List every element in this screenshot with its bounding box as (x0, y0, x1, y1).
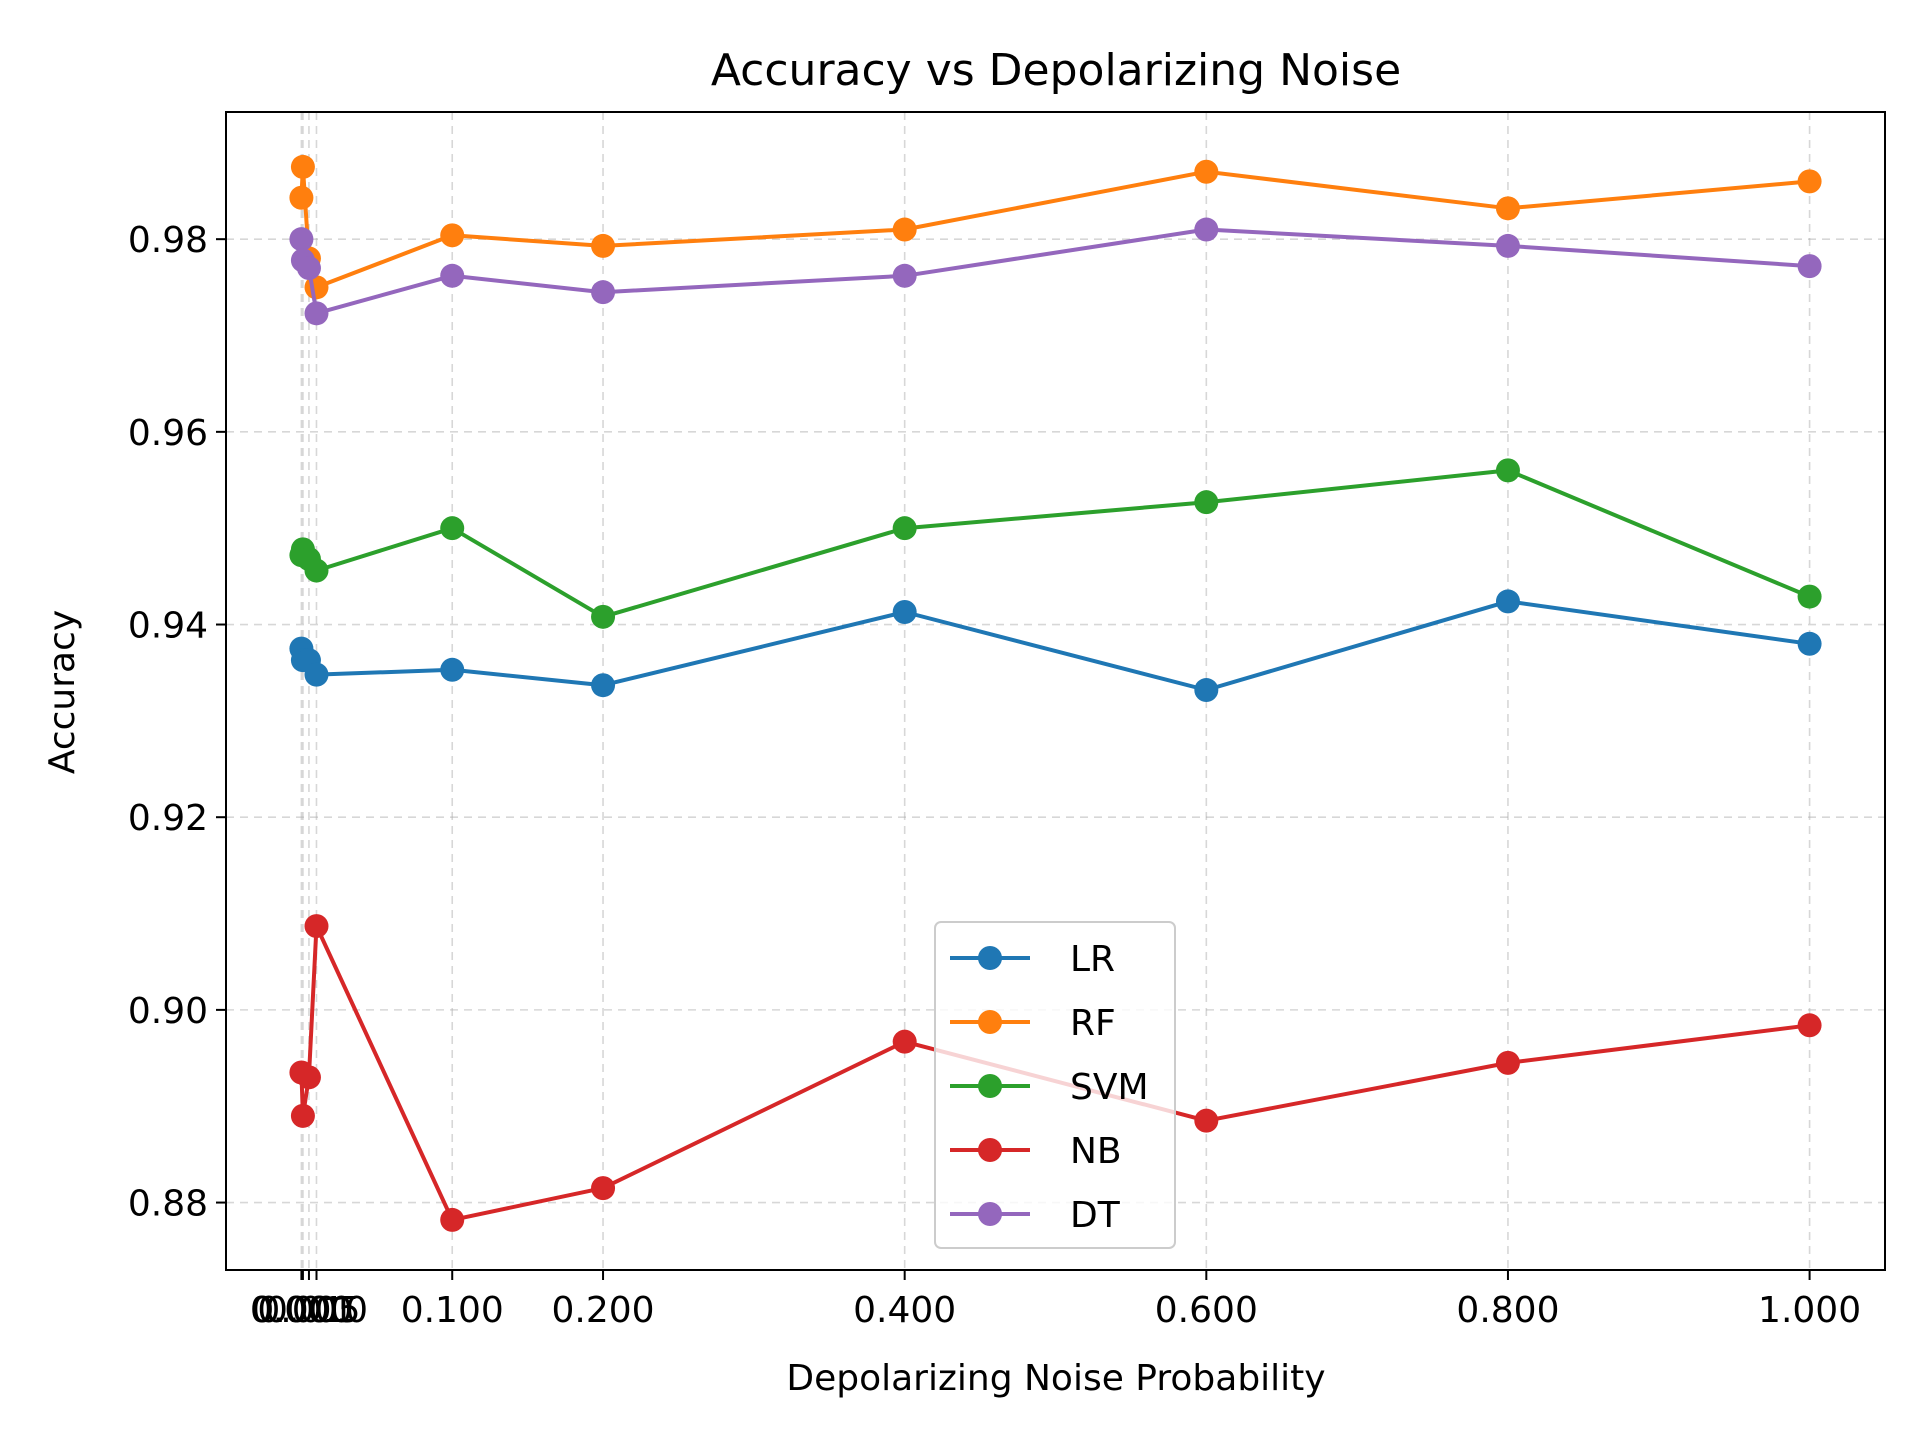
chart-title: Accuracy vs Depolarizing Noise (711, 45, 1401, 96)
series-nb (289, 914, 1822, 1232)
x-axis-label: Depolarizing Noise Probability (786, 1358, 1325, 1399)
data-point-svm (591, 604, 616, 629)
data-point-dt (1495, 233, 1520, 258)
data-point-nb (440, 1207, 465, 1232)
series-line-rf (299, 164, 1810, 290)
data-point-lr (892, 600, 917, 625)
x-tick-label: 1.000 (1758, 1290, 1861, 1331)
legend-marker-lr (978, 946, 1002, 970)
y-tick-label: 0.98 (128, 220, 208, 261)
legend-item-lr: LR (950, 939, 1115, 980)
x-tick-label: 0.600 (1155, 1290, 1258, 1331)
legend-marker-nb (978, 1138, 1002, 1162)
y-axis-ticks: 0.88 0.90 0.92 0.94 0.96 0.98 (128, 220, 226, 1225)
data-point-svm (304, 558, 329, 583)
data-point-nb (591, 1176, 616, 1201)
data-point-rf (290, 154, 315, 179)
x-tick-label: 0.005 (257, 1290, 360, 1331)
legend-label-nb: NB (1070, 1131, 1122, 1172)
data-point-dt (296, 256, 321, 281)
legend-marker-rf (978, 1010, 1002, 1034)
data-point-rf (892, 217, 917, 242)
data-point-rf (289, 185, 314, 210)
legend-label-lr: LR (1070, 939, 1115, 980)
legend-frame (934, 921, 1176, 1249)
data-point-nb (1495, 1050, 1520, 1075)
data-point-svm (1194, 490, 1219, 515)
series-layer (289, 154, 1822, 1232)
y-tick-label: 0.90 (128, 991, 208, 1032)
data-point-nb (296, 1065, 321, 1090)
data-point-lr (304, 662, 329, 687)
data-point-rf (1194, 159, 1219, 184)
data-point-svm (440, 516, 465, 541)
data-point-nb (304, 914, 329, 939)
data-point-dt (892, 263, 917, 288)
x-tick-label: 0.010 (265, 1290, 368, 1331)
y-tick-label: 0.92 (128, 798, 208, 839)
data-point-nb (1797, 1013, 1822, 1038)
legend-label-dt: DT (1070, 1195, 1121, 1236)
legend-item-nb: NB (950, 1131, 1122, 1172)
data-point-lr (1194, 678, 1219, 703)
data-point-dt (304, 301, 329, 326)
data-point-lr (440, 657, 465, 682)
series-svm (289, 458, 1822, 629)
legend-item-dt: DT (950, 1195, 1121, 1236)
legend: LR RF SVM NB DT (934, 921, 1176, 1249)
series-line-nb (299, 924, 1810, 1222)
y-tick-label: 0.96 (128, 413, 208, 454)
data-point-dt (1797, 254, 1822, 279)
legend-item-rf: RF (950, 1003, 1116, 1044)
data-point-rf (591, 233, 616, 258)
data-point-svm (892, 516, 917, 541)
data-point-rf (1797, 169, 1822, 194)
series-lr (289, 589, 1822, 703)
legend-marker-dt (978, 1202, 1002, 1226)
data-point-lr (1495, 589, 1520, 614)
data-point-svm (1495, 458, 1520, 483)
legend-label-rf: RF (1070, 1003, 1116, 1044)
data-point-dt (1194, 217, 1219, 242)
data-point-nb (1194, 1108, 1219, 1133)
data-point-lr (591, 673, 616, 698)
data-point-nb (290, 1103, 315, 1128)
data-point-nb (892, 1029, 917, 1054)
x-tick-label: 0.400 (853, 1290, 956, 1331)
x-tick-label: 0.800 (1456, 1290, 1559, 1331)
data-point-lr (1797, 631, 1822, 656)
data-point-dt (591, 280, 616, 305)
plot-frame (225, 111, 1886, 1271)
data-point-rf (440, 223, 465, 248)
y-tick-label: 0.88 (128, 1184, 208, 1225)
data-point-dt (289, 227, 314, 252)
series-dt (289, 217, 1822, 326)
data-point-dt (440, 263, 465, 288)
x-tick-label: 0.001 (251, 1290, 354, 1331)
data-point-svm (1797, 584, 1822, 609)
x-tick-label: 0.200 (552, 1290, 655, 1331)
legend-label-svm: SVM (1070, 1067, 1149, 1108)
data-point-rf (1495, 196, 1520, 221)
legend-marker-svm (978, 1074, 1002, 1098)
y-tick-label: 0.94 (128, 606, 208, 647)
y-axis-label: Accuracy (42, 610, 83, 774)
x-tick-label: 0.100 (401, 1290, 504, 1331)
x-tick-label: 0.000 (250, 1290, 353, 1331)
legend-item-svm: SVM (950, 1067, 1149, 1108)
